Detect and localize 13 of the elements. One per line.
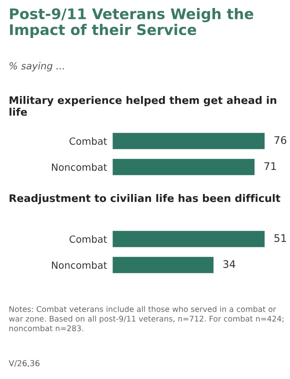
chart-title: Post-9/11 Veterans Weigh the Impact of their Service	[10, 8, 254, 38]
data-label: 76	[274, 136, 286, 144]
text: V/26,36	[8, 360, 40, 368]
y-tick-label: Noncombat	[52, 261, 107, 269]
data-label: 71	[264, 162, 276, 170]
y-tick-label: Combat	[70, 235, 107, 243]
text: Military experience helped them get ahead in life	[10, 96, 276, 116]
data-label: 34	[223, 260, 236, 268]
data-label: 51	[274, 234, 286, 242]
y-tick-label: Combat	[70, 137, 107, 145]
y-tick-label: Noncombat	[52, 163, 107, 171]
chart-subtitle: % saying ...	[10, 62, 64, 72]
chart-title: Readjustment to civilian life has been difficult	[10, 194, 280, 204]
